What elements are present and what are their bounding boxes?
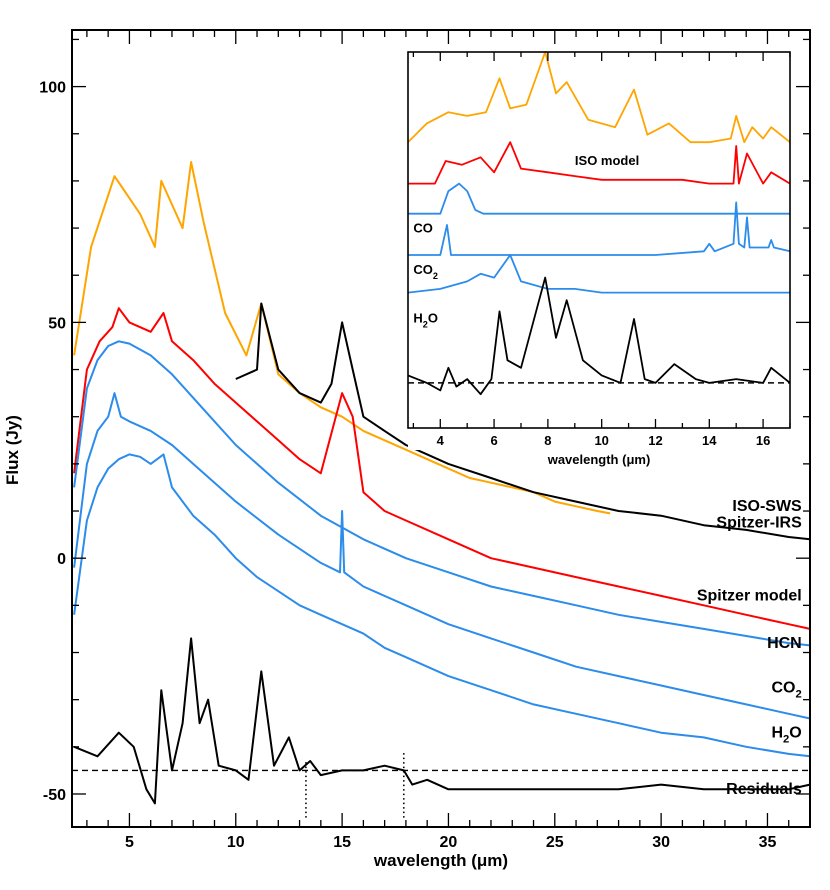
main-axes-layer: 5 10 15 20 25 30 35 -50 0 50 100 [39,29,811,851]
inset-series-label: H2O [413,311,438,330]
main-x-tick-label: 20 [440,834,458,851]
main-plot-frame [71,29,811,828]
main-series-label: HCN [767,635,802,652]
inset-x-tick-label: 6 [490,433,497,448]
main-series-iso-sws [73,161,611,515]
main-x-tick-label: 15 [333,834,351,851]
inset-series-label-text: H [413,311,422,326]
main-series-label: Spitzer model [697,588,802,605]
inset-series-co [408,182,790,215]
main-series-label-text: H [771,724,783,741]
main-x-tick-label: 35 [759,834,777,851]
main-series-label-text: Spitzer-IRS [716,515,802,532]
inset-series-label-subscript: 2 [433,271,438,281]
inset-x-axis-label: wavelength (μm) [547,452,651,467]
inset-x-tick-label: 12 [648,433,662,448]
main-panel: 5 10 15 20 25 30 35 -50 0 50 100 ISO-SWSSpitzer-IR… [3,29,811,870]
inset-series-label-text: ISO model [575,153,639,168]
main-series-label: H2O [771,724,801,745]
inset-x-tick-label: 4 [437,433,445,448]
inset-series-layer [407,51,791,396]
main-series-label: ISO-SWS [732,498,802,515]
inset-series-label: ISO model [575,153,639,168]
main-series-label-text: CO [772,680,796,697]
main-x-tick-label: 25 [546,834,564,851]
inset-background [408,52,790,450]
inset-series-label: CO [413,220,433,235]
main-series-h2o [73,453,811,758]
inset-plot-frame [407,51,791,429]
inset-x-tick-label: 10 [594,433,608,448]
main-series-label-text: Residuals [726,781,802,798]
inset-axes-layer: 4 6 8 10 12 14 16 [407,51,791,448]
main-y-tick-label: 50 [48,315,66,332]
main-series-label-text: ISO-SWS [732,498,802,515]
inset-series-iso-model [408,141,791,185]
main-series-layer [72,161,811,818]
main-y-tick-label: 0 [57,551,66,568]
main-series-spitzer-irs [235,302,811,541]
main-series-hcn [73,340,811,647]
inset-x-tick-label: 16 [756,433,770,448]
main-series-residuals [73,637,811,805]
main-series-label-tail: O [789,724,801,741]
inset-x-tick-label: 8 [544,433,551,448]
main-series-label: Residuals [726,781,802,798]
main-series-label-subscript: 2 [796,689,802,701]
inset-series-label-tail: O [428,311,438,326]
inset-series-label-text: CO [413,262,433,277]
main-x-axis-label: wavelength (μm) [373,851,508,870]
main-series-spitzer-model [73,307,811,630]
main-x-tick-label: 5 [125,834,134,851]
inset-series-co2 [408,201,791,256]
inset-series-h2o [407,254,790,294]
main-series-co2 [73,392,811,720]
inset-series-label-text: CO [413,220,433,235]
main-series-label-text: HCN [767,635,802,652]
inset-x-tick-label: 14 [702,433,717,448]
inset-series-residuals [407,276,791,396]
main-series-label: CO2 [772,680,802,701]
main-y-tick-label: -50 [43,787,66,804]
main-x-tick-label: 30 [652,834,670,851]
inset-series-iso-sws [407,51,791,144]
main-series-label-subscript: 2 [783,733,789,745]
main-series-label: Spitzer-IRS [716,515,802,532]
inset-series-label: CO2 [413,262,438,281]
main-series-label-text: Spitzer model [697,588,802,605]
main-y-tick-label: 100 [39,80,66,97]
inset-series-label-subscript: 2 [423,320,428,330]
main-y-axis-label: Flux (Jy) [3,415,22,485]
main-x-tick-label: 10 [227,834,245,851]
